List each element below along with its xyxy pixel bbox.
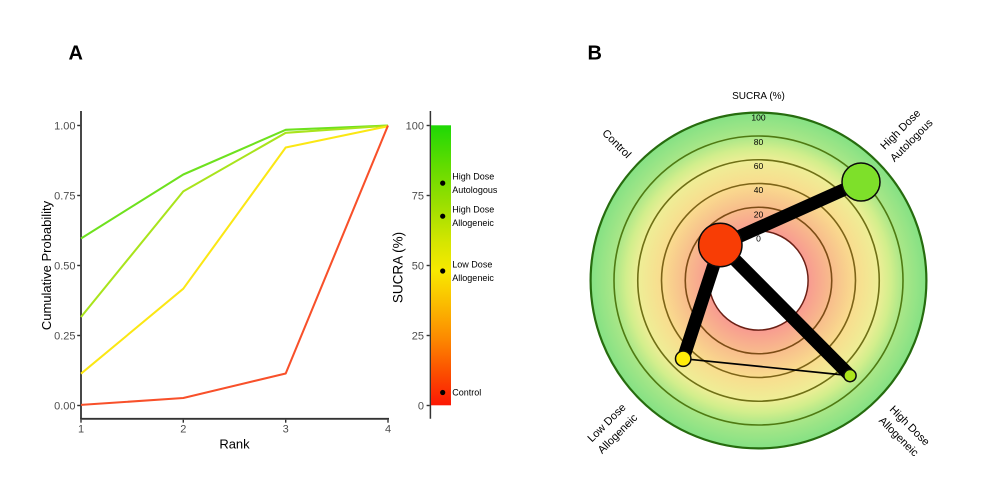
svg-text:1: 1 <box>78 424 84 436</box>
svg-text:75: 75 <box>412 191 424 203</box>
svg-text:25: 25 <box>412 331 424 343</box>
svg-text:0.75: 0.75 <box>54 191 75 203</box>
svg-text:50: 50 <box>412 261 424 273</box>
svg-text:High Dose: High Dose <box>452 205 494 215</box>
svg-text:3: 3 <box>283 424 289 436</box>
svg-text:0: 0 <box>756 234 761 244</box>
svg-text:100: 100 <box>406 121 424 133</box>
svg-text:80: 80 <box>754 137 764 147</box>
svg-text:2: 2 <box>180 424 186 436</box>
svg-text:Allogeneic: Allogeneic <box>452 273 494 283</box>
svg-text:20: 20 <box>754 209 764 219</box>
svg-text:Rank: Rank <box>219 437 250 452</box>
svg-text:4: 4 <box>385 424 391 436</box>
svg-text:Autologous: Autologous <box>452 185 498 195</box>
svg-text:100: 100 <box>751 113 765 123</box>
svg-text:Control: Control <box>452 388 481 398</box>
svg-text:Allogeneic: Allogeneic <box>452 218 494 228</box>
svg-text:60: 60 <box>754 161 764 171</box>
svg-text:0.25: 0.25 <box>54 331 75 343</box>
svg-text:0.50: 0.50 <box>54 261 75 273</box>
svg-text:1.00: 1.00 <box>54 121 75 133</box>
svg-text:0.00: 0.00 <box>54 401 75 413</box>
svg-text:0: 0 <box>418 401 424 413</box>
svg-text:Low Dose: Low Dose <box>452 260 492 270</box>
svg-text:High Dose: High Dose <box>452 172 494 182</box>
svg-text:Cumulative Probability: Cumulative Probability <box>39 200 54 330</box>
svg-text:40: 40 <box>754 185 764 195</box>
svg-text:B: B <box>588 43 602 65</box>
svg-text:SUCRA (%): SUCRA (%) <box>732 91 785 102</box>
svg-text:A: A <box>69 43 83 65</box>
svg-text:SUCRA (%): SUCRA (%) <box>391 232 406 303</box>
